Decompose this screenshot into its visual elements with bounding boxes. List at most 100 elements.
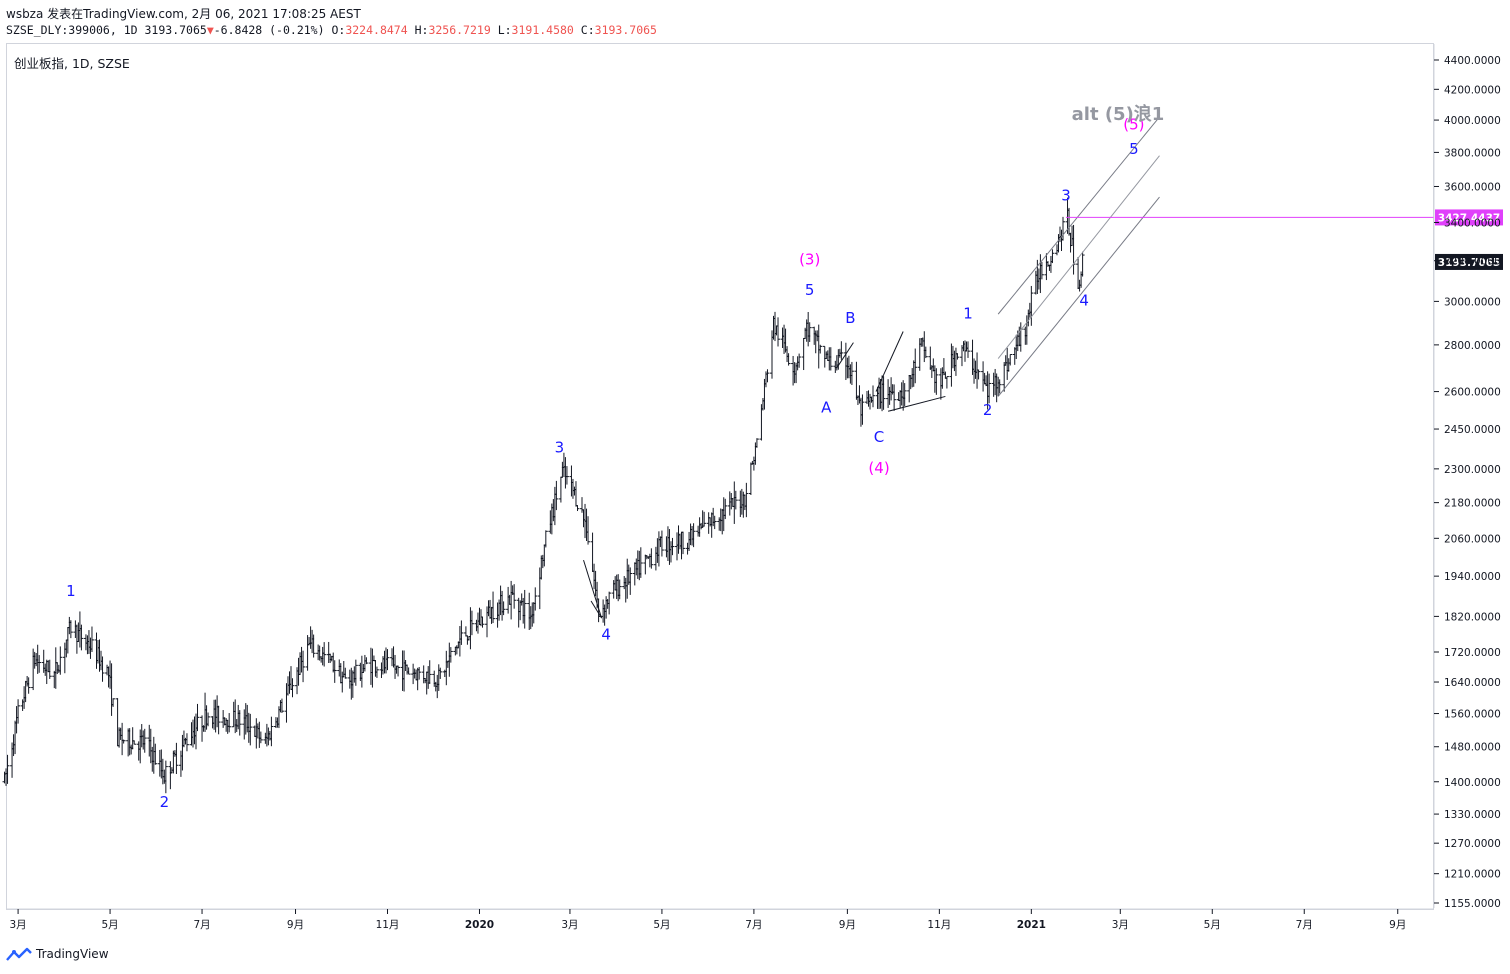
ohlc-bar <box>712 515 717 530</box>
time-tick-label: 9月 <box>287 919 304 931</box>
time-tick-label: 11月 <box>927 919 951 931</box>
time-tick-label: 7月 <box>193 919 210 931</box>
ohlc-bar <box>786 353 791 366</box>
trendline <box>583 559 603 619</box>
price-tick-label: 3600.0000 <box>1444 181 1501 193</box>
price-tick-label: 1155.0000 <box>1444 898 1501 910</box>
ohlc-bar <box>702 511 707 527</box>
low-label: L: <box>497 23 512 37</box>
price-tick-label: 2180.0000 <box>1444 498 1501 510</box>
price-tick-label: 2060.0000 <box>1444 533 1501 545</box>
ohlc-bar <box>448 647 453 663</box>
wave-label: (5) <box>1123 116 1144 134</box>
ohlc-bar <box>469 610 474 636</box>
time-tick-label: 9月 <box>1389 919 1406 931</box>
ohlc-bar <box>670 537 675 556</box>
ohlc-bar <box>744 482 749 518</box>
ohlc-bar <box>564 466 569 485</box>
low-value: 3191.4580 <box>511 23 574 37</box>
time-tick-label: 3月 <box>561 919 578 931</box>
ohlc-bar <box>417 666 422 680</box>
ohlc-bar <box>1039 261 1044 280</box>
ohlc-bar <box>269 716 274 747</box>
ohlc-bar <box>332 660 337 683</box>
time-tick-label: 11月 <box>376 919 400 931</box>
ohlc-bar <box>301 650 306 683</box>
wave-label: 1 <box>963 304 973 322</box>
ohlc-bar <box>1008 353 1013 366</box>
ohlc-bar <box>1080 251 1085 277</box>
ohlc-bar <box>248 713 253 746</box>
close-label: C: <box>580 23 595 37</box>
publish-info: wsbza 发表在TradingView.com, 2月 06, 2021 17… <box>6 7 361 21</box>
time-tick-label: 7月 <box>1296 919 1313 931</box>
ohlc-bar <box>444 650 449 686</box>
ohlc-bar <box>997 379 1002 394</box>
ohlc-bar <box>617 579 622 600</box>
price-tick-label: 1210.0000 <box>1444 869 1501 881</box>
ohlc-bar <box>47 659 52 679</box>
ohlc-bar <box>966 341 971 358</box>
alt-count-label: alt (5)浪1 <box>1072 103 1165 125</box>
ohlc-bar <box>828 347 833 371</box>
last-value: 3193.7065 <box>144 23 207 37</box>
ohlc-bar <box>153 743 158 765</box>
ohlc-bar <box>607 591 612 615</box>
price-tick-label: 1720.0000 <box>1444 647 1501 659</box>
price-tick-label: 2450.0000 <box>1444 424 1501 436</box>
ohlc-bar <box>776 317 781 347</box>
wave-label: 3 <box>1061 187 1071 205</box>
wave-label: 1 <box>66 582 76 600</box>
ohlc-bar <box>801 337 806 371</box>
wave-label: 3 <box>555 439 565 457</box>
price-tick-label: 1330.0000 <box>1444 809 1501 821</box>
ohlc-bar <box>522 589 527 629</box>
ohlc-bar <box>1061 216 1065 241</box>
price-tick-label: 2300.0000 <box>1444 464 1501 476</box>
ohlc-bar <box>364 657 369 665</box>
trendline <box>997 155 1160 359</box>
ohlc-bar <box>206 712 211 727</box>
ohlc-bar <box>754 438 759 448</box>
tradingview-footer[interactable]: TradingView <box>6 946 109 962</box>
wave-label: B <box>845 309 855 327</box>
ohlc-bar <box>184 733 189 752</box>
time-tick-label: 2020 <box>465 919 494 931</box>
instrument-title: 创业板指, 1D, SZSE <box>14 56 130 71</box>
ohlc-bar <box>913 348 918 384</box>
ohlc-bar <box>881 376 886 410</box>
price-tick-label: 3800.0000 <box>1444 147 1501 159</box>
time-tick-label: 5月 <box>101 919 118 931</box>
wave-label: 2 <box>160 793 170 811</box>
ohlc-bar <box>733 490 738 510</box>
ohlc-bar <box>558 476 563 503</box>
price-tick-label: 2600.0000 <box>1444 387 1501 399</box>
price-tick-label: 4000.0000 <box>1444 115 1501 127</box>
change-value: -6.8428 (-0.21%) <box>213 23 325 37</box>
ohlc-bar <box>797 353 802 368</box>
ohlc-bar <box>111 698 116 707</box>
ohlc-bar <box>491 591 496 624</box>
price-tick-label: 2800.0000 <box>1444 340 1501 352</box>
ohlc-bar <box>396 665 401 677</box>
ohlc-bar <box>748 462 753 496</box>
high-label: H: <box>414 23 429 37</box>
trendline <box>997 196 1160 397</box>
wave-label: (3) <box>799 251 820 269</box>
ohlc-bar <box>142 728 147 753</box>
ohlc-bar <box>374 666 379 678</box>
price-tick-label: 1820.0000 <box>1444 611 1501 623</box>
time-tick-label: 3月 <box>9 919 26 931</box>
trendline <box>887 395 946 412</box>
wave-labels: 1 2 3 4 5 (3) A B C (4) 1 2 3 4 5 (5)alt (5)浪1 <box>66 103 1164 811</box>
ohlc-bar <box>987 373 992 404</box>
wave-label: (4) <box>868 459 889 477</box>
wave-label: 5 <box>805 281 815 299</box>
ohlc-bar <box>807 322 812 342</box>
time-tick-label: 3月 <box>1112 919 1129 931</box>
price-tick-label: 3200.0000 <box>1444 256 1501 268</box>
tradingview-logo-text: TradingView <box>36 947 109 961</box>
ohlc-bar <box>132 740 137 745</box>
ohlc-bar <box>681 531 686 555</box>
